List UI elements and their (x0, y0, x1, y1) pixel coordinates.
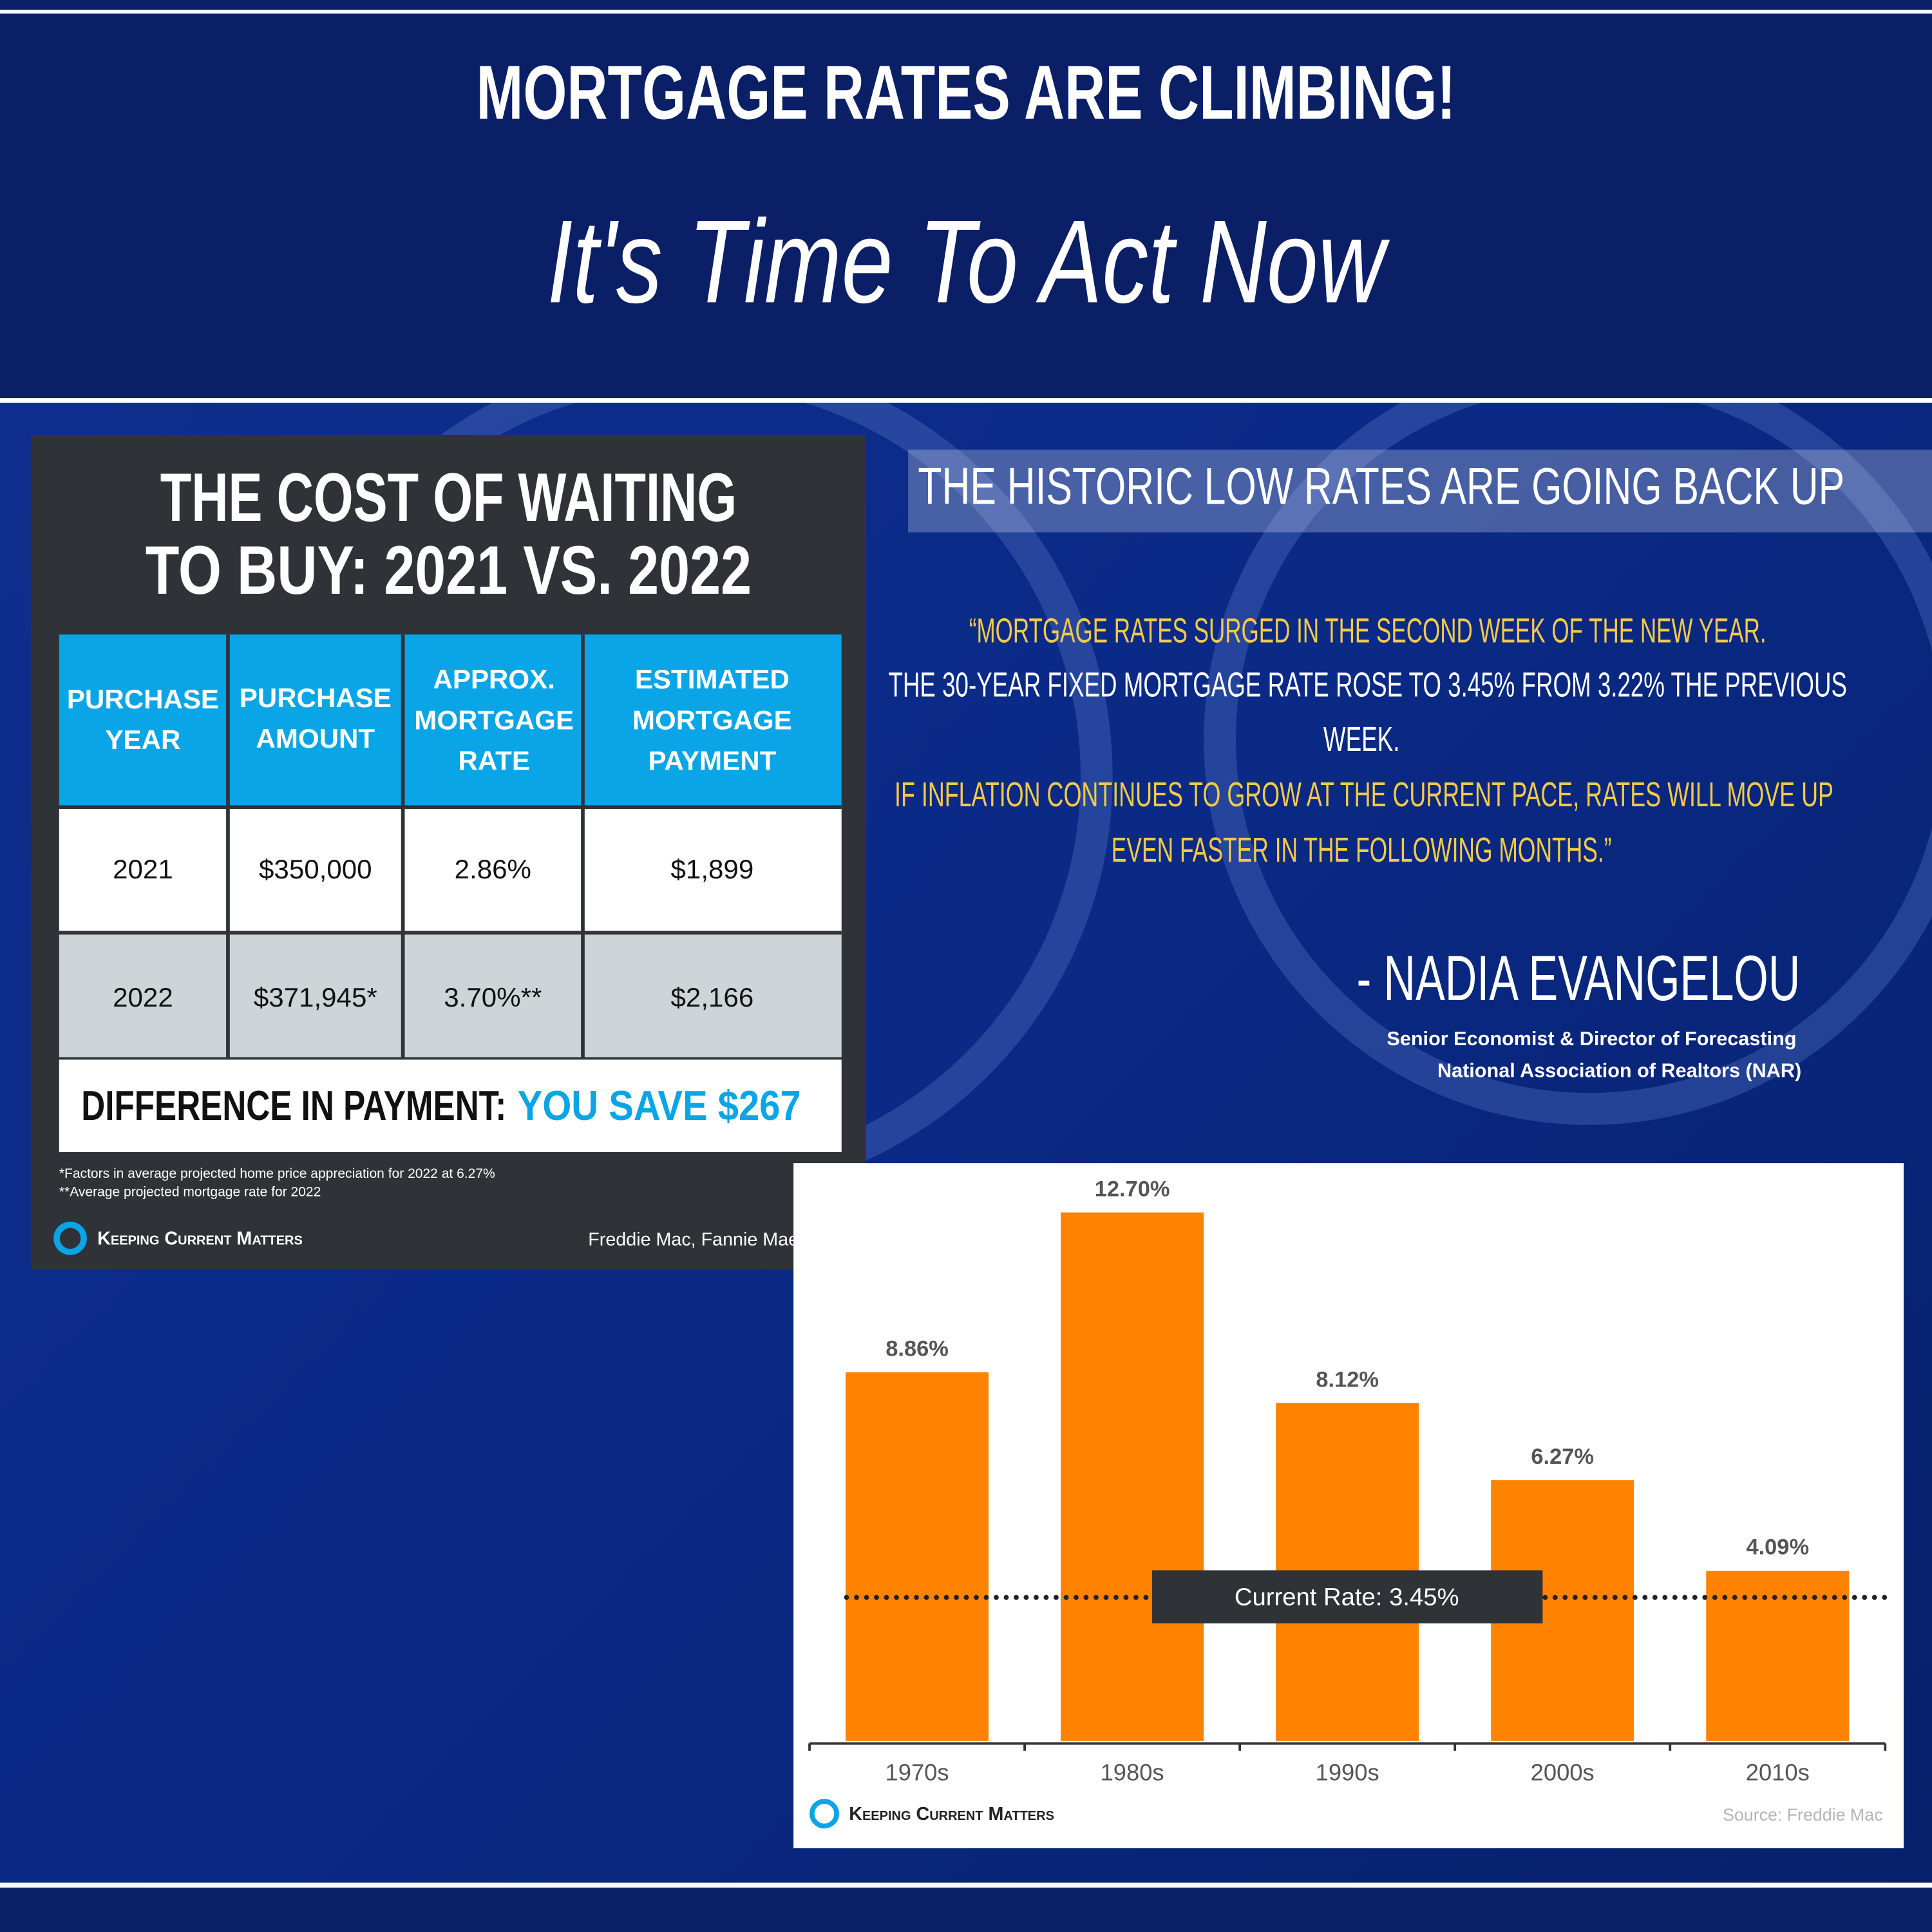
cell: 3.70%** (444, 982, 542, 1012)
column-header: RATE (459, 745, 530, 775)
reference-label-box (1151, 1570, 1543, 1624)
bar (1061, 1212, 1204, 1741)
value-label: 6.27% (1531, 1444, 1594, 1469)
table-row (59, 807, 842, 933)
cell: $2,166 (671, 982, 754, 1012)
title: MORTGAGE RATES ARE CLIMBING! (476, 50, 1455, 135)
quote-line: THE 30-YEAR FIXED MORTGAGE RATE ROSE TO … (888, 667, 1847, 705)
x-tick-label: 1990s (1316, 1759, 1379, 1786)
quote-line: EVEN FASTER IN THE FOLLOWING MONTHS.” (1112, 831, 1612, 869)
table-header (59, 634, 842, 808)
footnote: **Average projected mortgage rate for 20… (59, 1185, 321, 1200)
rule (0, 397, 1932, 403)
difference-value: YOU SAVE $267 (518, 1082, 801, 1129)
reference-label: Current Rate: 3.45% (1235, 1583, 1459, 1611)
table-title: TO BUY: 2021 VS. 2022 (146, 531, 752, 609)
source: Source: Freddie Mac (1723, 1805, 1882, 1824)
x-tick-label: 2010s (1746, 1759, 1810, 1786)
rule (0, 10, 1932, 14)
difference-row (59, 1059, 842, 1152)
cell: $350,000 (259, 854, 372, 884)
x-tick-label: 2000s (1531, 1759, 1595, 1786)
brand: Keeping Current Matters (849, 1804, 1054, 1824)
value-label: 8.12% (1316, 1367, 1379, 1392)
header-band (0, 0, 1932, 401)
x-tick-label: 1980s (1101, 1759, 1164, 1786)
quote-line: WEEK. (1323, 721, 1400, 759)
bar (846, 1372, 989, 1741)
column-header: APPROX. (433, 664, 555, 694)
quote-heading: THE HISTORIC LOW RATES ARE GOING BACK UP (918, 458, 1844, 516)
bar-chart: 8.86% 1970s 12.70% 1980s 8.12% 1990s 6.27% 2000… (808, 1177, 1888, 1786)
rule (0, 1882, 1932, 1888)
cell: $1,899 (671, 854, 754, 884)
footnote: *Factors in average projected home price… (59, 1166, 495, 1181)
quote-line: “MORTGAGE RATES SURGED IN THE SECOND WEE… (969, 612, 1766, 650)
column-header: PURCHASE (240, 683, 392, 713)
logo (53, 1222, 87, 1255)
cell: $371,945* (254, 982, 377, 1012)
bar (1706, 1571, 1850, 1741)
logo (810, 1799, 839, 1829)
cell: 2.86% (455, 854, 531, 884)
footer-band (0, 1885, 1932, 1932)
column-header: YEAR (105, 724, 180, 755)
column-header: PAYMENT (648, 745, 776, 775)
table-title: THE COST OF WAITING (160, 459, 737, 536)
author: - NADIA EVANGELOU (1357, 943, 1801, 1014)
cell: 2022 (113, 982, 173, 1012)
table-row (59, 933, 842, 1057)
column-header: MORTGAGE (414, 705, 574, 735)
author-title: Senior Economist & Director of Forecasti… (1387, 1028, 1796, 1050)
column-header: MORTGAGE (632, 705, 792, 735)
column-header: ESTIMATED (635, 664, 790, 694)
subtitle: It's Time To Act Now (547, 195, 1390, 327)
difference-label: DIFFERENCE IN PAYMENT: (81, 1082, 506, 1129)
table-lines (59, 634, 842, 1057)
value-label: 8.86% (886, 1336, 949, 1361)
heading-band (908, 450, 1932, 533)
brand: Keeping Current Matters (97, 1228, 303, 1249)
x-tick-label: 1970s (886, 1759, 949, 1786)
column-header: PURCHASE (67, 684, 219, 714)
value-label: 4.09% (1746, 1535, 1809, 1560)
quote-line: IF INFLATION CONTINUES TO GROW AT THE CU… (895, 776, 1833, 814)
author-title: National Association of Realtors (NAR) (1437, 1060, 1801, 1082)
value-label: 12.70% (1095, 1177, 1170, 1201)
column-header: AMOUNT (256, 723, 375, 753)
cell: 2021 (113, 854, 173, 884)
